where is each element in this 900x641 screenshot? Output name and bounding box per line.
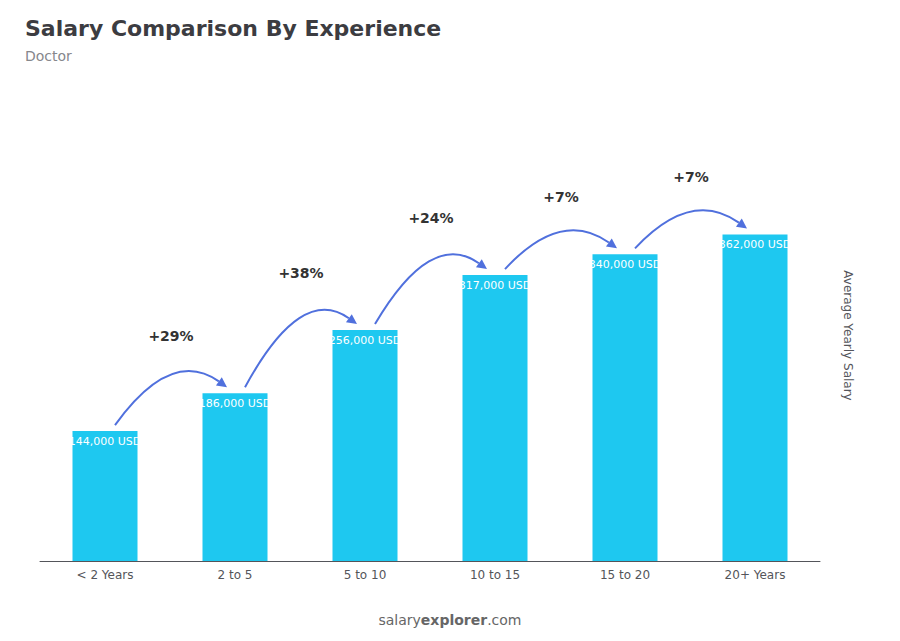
svg-text:362,000 USD: 362,000 USD (719, 238, 792, 251)
svg-text:317,000 USD: 317,000 USD (459, 279, 532, 292)
svg-text:+7%: +7% (543, 189, 579, 205)
svg-text:20+ Years: 20+ Years (725, 568, 786, 582)
svg-text:10 to 15: 10 to 15 (470, 568, 520, 582)
svg-text:2 to 5: 2 to 5 (218, 568, 253, 582)
svg-text:5 to 10: 5 to 10 (344, 568, 387, 582)
svg-text:Salary Comparison By Experienc: Salary Comparison By Experience (25, 16, 441, 41)
svg-text:256,000 USD: 256,000 USD (329, 334, 402, 347)
svg-text:340,000 USD: 340,000 USD (589, 258, 662, 271)
svg-text:186,000 USD: 186,000 USD (199, 397, 272, 410)
svg-text:.com: .com (487, 612, 521, 628)
svg-text:+38%: +38% (278, 265, 323, 281)
svg-text:Average Yearly Salary: Average Yearly Salary (841, 270, 855, 400)
svg-text:15 to 20: 15 to 20 (600, 568, 650, 582)
svg-text:144,000 USD: 144,000 USD (69, 435, 142, 448)
svg-text:explorer: explorer (421, 612, 487, 628)
svg-text:Doctor: Doctor (25, 48, 72, 64)
svg-text:+24%: +24% (408, 210, 453, 226)
svg-text:+29%: +29% (148, 328, 193, 344)
svg-text:salary: salary (378, 612, 420, 628)
svg-text:< 2 Years: < 2 Years (77, 568, 134, 582)
svg-text:+7%: +7% (673, 169, 709, 185)
